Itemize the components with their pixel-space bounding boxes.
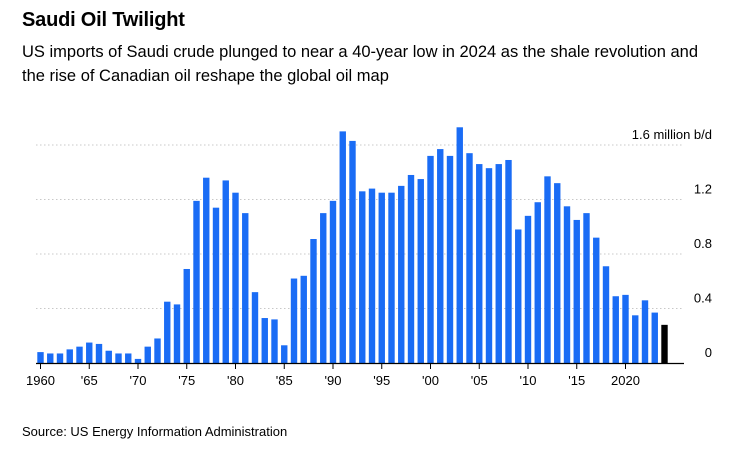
bar-1968 [115, 353, 122, 363]
bar-1990 [329, 200, 337, 363]
x-tick-label: '65 [81, 373, 98, 388]
x-tick-label: 2020 [611, 373, 640, 388]
bar-1989 [320, 213, 327, 363]
x-tick-label: '70 [130, 373, 147, 388]
bar-2013 [554, 183, 561, 363]
bar-2016 [583, 213, 590, 363]
bar-1965 [86, 342, 93, 363]
y-tick-label: 0.4 [694, 291, 712, 306]
bar-2014 [563, 206, 571, 363]
bar-2002 [446, 155, 454, 363]
bar-1967 [105, 350, 112, 363]
chart-subtitle: US imports of Saudi crude plunged to nea… [22, 43, 699, 85]
x-tick-label: '75 [178, 373, 195, 388]
bar-1978 [212, 207, 220, 363]
bar-1985 [281, 345, 288, 363]
bar-2000 [427, 155, 434, 363]
x-tick-label: '10 [520, 373, 537, 388]
bar-2024 [661, 324, 668, 363]
bar-2006 [485, 168, 493, 363]
bar-2005 [476, 164, 483, 363]
bar-1987 [300, 275, 307, 363]
bar-2001 [437, 149, 444, 363]
bar-2008 [505, 159, 512, 363]
bar-1964 [76, 346, 83, 363]
bar-1969 [125, 353, 132, 363]
bar-1975 [183, 268, 190, 363]
bar-1997 [398, 185, 405, 363]
bar-1973 [164, 301, 171, 363]
bar-2020 [622, 294, 629, 363]
bar-1971 [144, 346, 151, 363]
bar-2022 [641, 300, 649, 363]
x-tick-label: '85 [276, 373, 293, 388]
bar-1981 [242, 213, 249, 363]
bar-1983 [261, 318, 268, 363]
bar-1993 [359, 191, 366, 363]
bar-1970 [134, 358, 142, 363]
bar-1988 [310, 239, 317, 363]
bar-1974 [173, 304, 181, 363]
bar-1992 [349, 140, 356, 363]
x-axis [36, 362, 684, 369]
bar-2003 [456, 127, 463, 363]
bar-1961 [47, 353, 54, 363]
bar-1962 [56, 353, 64, 363]
x-tick-label: '05 [471, 373, 488, 388]
bar-chart: 0 0.4 0.8 1.2 1.6 million b/d 1960 '65 '70 '75 '… [26, 127, 712, 388]
bar-1976 [193, 200, 200, 363]
bar-2011 [534, 202, 541, 363]
y-tick-label: 1.2 [694, 182, 712, 197]
bar-1991 [339, 131, 346, 363]
bar-1982 [251, 292, 259, 363]
x-tick-label: 1960 [26, 373, 55, 388]
y-axis-labels: 0 0.4 0.8 1.2 1.6 million b/d [632, 127, 712, 360]
x-axis-labels: 1960 '65 '70 '75 '80 '85 '90 '95 '00 '05 '10 '15 202… [26, 373, 640, 388]
y-tick-label: 1.6 million b/d [632, 127, 712, 142]
bar-2017 [593, 237, 600, 363]
x-tick-label: '15 [568, 373, 585, 388]
bar-1994 [368, 188, 376, 363]
x-tick-label: '95 [373, 373, 390, 388]
chart-title: Saudi Oil Twilight [22, 9, 185, 31]
source-note: Source: US Energy Information Administra… [22, 424, 288, 439]
bar-series [37, 127, 668, 363]
y-tick-label: 0 [705, 345, 712, 360]
bar-1960 [37, 352, 44, 363]
bar-1995 [378, 192, 385, 363]
bar-1979 [222, 180, 229, 363]
bar-2007 [495, 164, 502, 363]
bar-1966 [95, 343, 103, 363]
x-tick-label: '00 [422, 373, 439, 388]
bar-1999 [417, 179, 424, 363]
bar-2012 [544, 176, 551, 363]
bar-1986 [290, 278, 298, 363]
bar-1996 [388, 192, 395, 363]
bar-1977 [203, 177, 210, 363]
bar-1972 [154, 338, 161, 363]
x-tick-label: '80 [227, 373, 244, 388]
bar-1980 [232, 192, 239, 363]
bar-2023 [651, 312, 658, 363]
bar-2015 [573, 219, 580, 363]
x-tick-label: '90 [325, 373, 342, 388]
bar-2009 [515, 229, 522, 363]
y-tick-label: 0.8 [694, 236, 712, 251]
bar-1998 [407, 174, 415, 363]
bar-1984 [271, 319, 278, 363]
bar-2021 [632, 315, 639, 363]
bar-2019 [612, 296, 619, 363]
bar-2010 [524, 215, 532, 363]
bar-2004 [466, 153, 473, 363]
bar-1963 [66, 349, 73, 363]
bar-2018 [602, 266, 610, 363]
